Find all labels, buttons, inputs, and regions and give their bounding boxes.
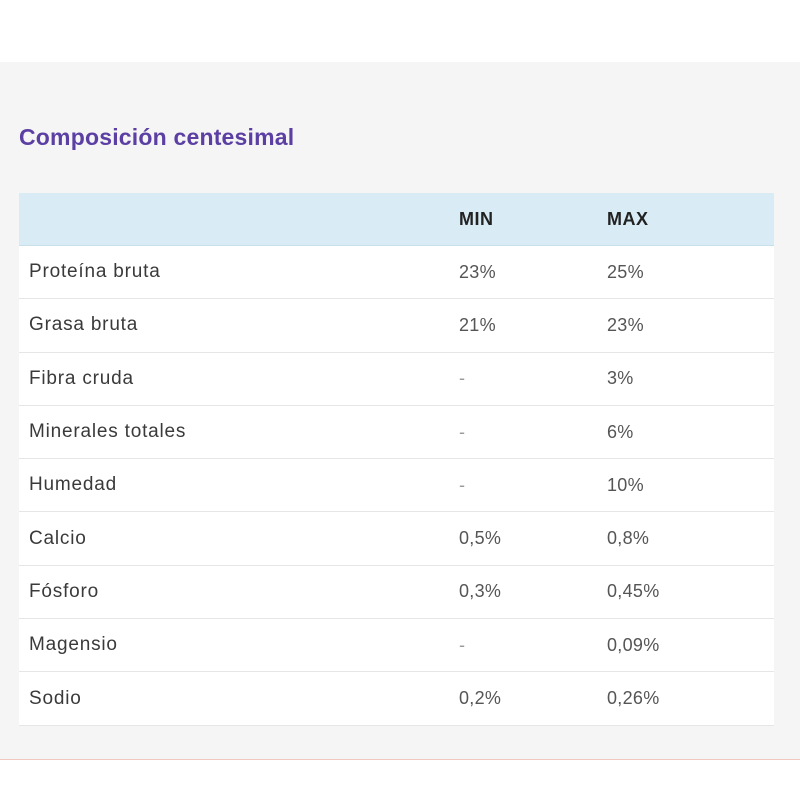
row-name: Minerales totales [29,421,187,443]
row-max: 0,45% [607,581,660,602]
table-header-row: MIN MAX [19,193,774,246]
row-max: 23% [607,314,644,335]
row-min: 23% [459,261,496,282]
row-max: 25% [607,261,644,282]
table-row: Minerales totales - 6% [19,405,774,460]
section-title: Composición centesimal [19,124,295,150]
row-min: 0,2% [459,688,502,709]
row-min: 21% [459,314,496,335]
table-row: Magensio - 0,09% [19,619,774,673]
row-min: - [459,368,466,389]
header-max: MAX [607,208,649,229]
table-row: Grasa bruta 21% 23% [19,299,774,353]
header-min: MIN [459,208,494,229]
row-max: 3% [607,368,634,389]
row-max: 6% [607,421,634,442]
row-min: 0,5% [459,528,502,549]
bottom-blank-area [0,760,800,800]
bottom-divider [0,759,800,760]
table-row: Fibra cruda - 3% [19,352,774,406]
table-row: Humedad - 10% [19,459,774,513]
row-min: 0,3% [459,581,502,602]
row-max: 0,8% [607,528,650,549]
table-row: Proteína bruta 23% 25% [19,246,774,300]
row-name: Grasa bruta [29,314,139,336]
row-name: Fósforo [29,580,100,602]
row-min: - [459,474,466,495]
row-max: 0,09% [607,634,660,655]
row-name: Calcio [29,527,87,549]
top-blank-area [0,0,800,62]
row-name: Magensio [29,634,118,656]
row-min: - [459,421,466,442]
table-row: Fósforo 0,3% 0,45% [19,565,774,620]
table-row: Calcio 0,5% 0,8% [19,512,774,566]
composition-table: MIN MAX Proteína bruta 23% 25% Grasa bru… [19,193,774,726]
row-name: Sodio [29,687,82,709]
table-row: Sodio 0,2% 0,26% [19,672,774,726]
row-name: Fibra cruda [29,367,134,389]
row-max: 0,26% [607,688,660,709]
row-min: - [459,634,466,655]
row-name: Humedad [29,474,117,496]
row-max: 10% [607,474,644,495]
row-name: Proteína bruta [29,261,161,283]
